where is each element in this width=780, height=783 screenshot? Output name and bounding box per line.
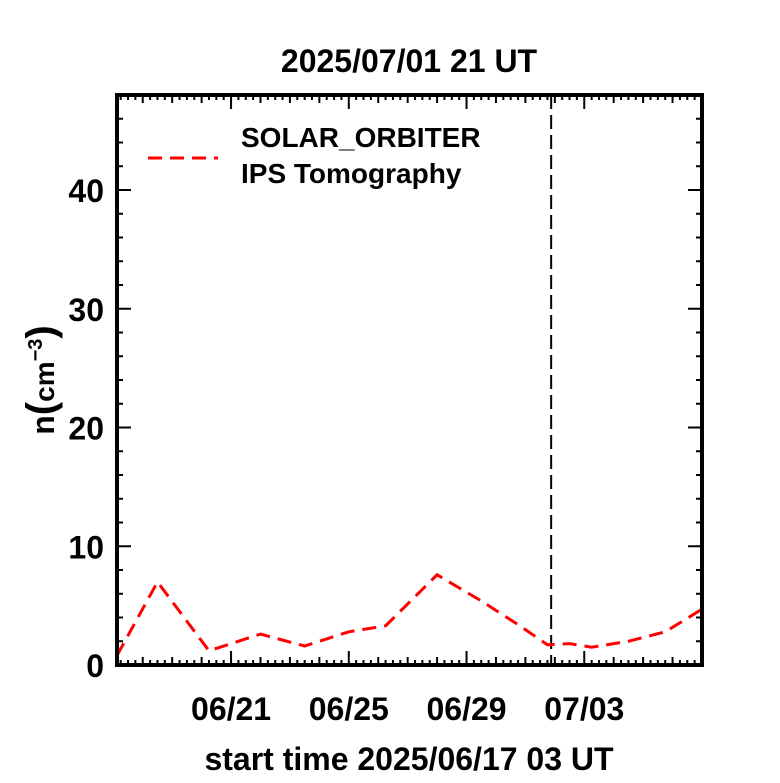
y-axis-label: n(cm−3) [19,325,63,434]
y-tick-labels: 0 10 20 30 40 [68,173,104,684]
x-tick-labels: 06/21 06/25 06/29 07/03 [191,691,624,727]
y-tick-label: 40 [68,173,104,209]
y-axis-label-exponent: −3 [25,339,47,362]
chart-title: 2025/07/01 21 UT [281,43,538,79]
x-axis-label: start time 2025/06/17 03 UT [204,741,614,777]
y-tick-label: 10 [68,529,104,565]
y-tick-label: 0 [86,648,104,684]
x-tick-label: 07/03 [544,691,624,727]
series-line-solar-orbiter [115,572,703,657]
y-tick-label: 20 [68,411,104,447]
x-tick-label: 06/21 [191,691,271,727]
y-axis-label-base: n [25,415,61,435]
legend: SOLAR_ORBITER IPS Tomography [148,122,481,189]
legend-label-line2: IPS Tomography [241,158,462,189]
legend-label-line1: SOLAR_ORBITER [241,122,481,153]
x-tick-label: 06/29 [426,691,506,727]
x-tick-label: 06/25 [309,691,389,727]
plot-frame [115,93,704,667]
y-axis-label-unit: cm [29,361,60,401]
y-tick-label: 30 [68,292,104,328]
y-axis-label-open-paren: ( [19,401,63,415]
y-axis-label-close-paren: ) [19,325,63,338]
